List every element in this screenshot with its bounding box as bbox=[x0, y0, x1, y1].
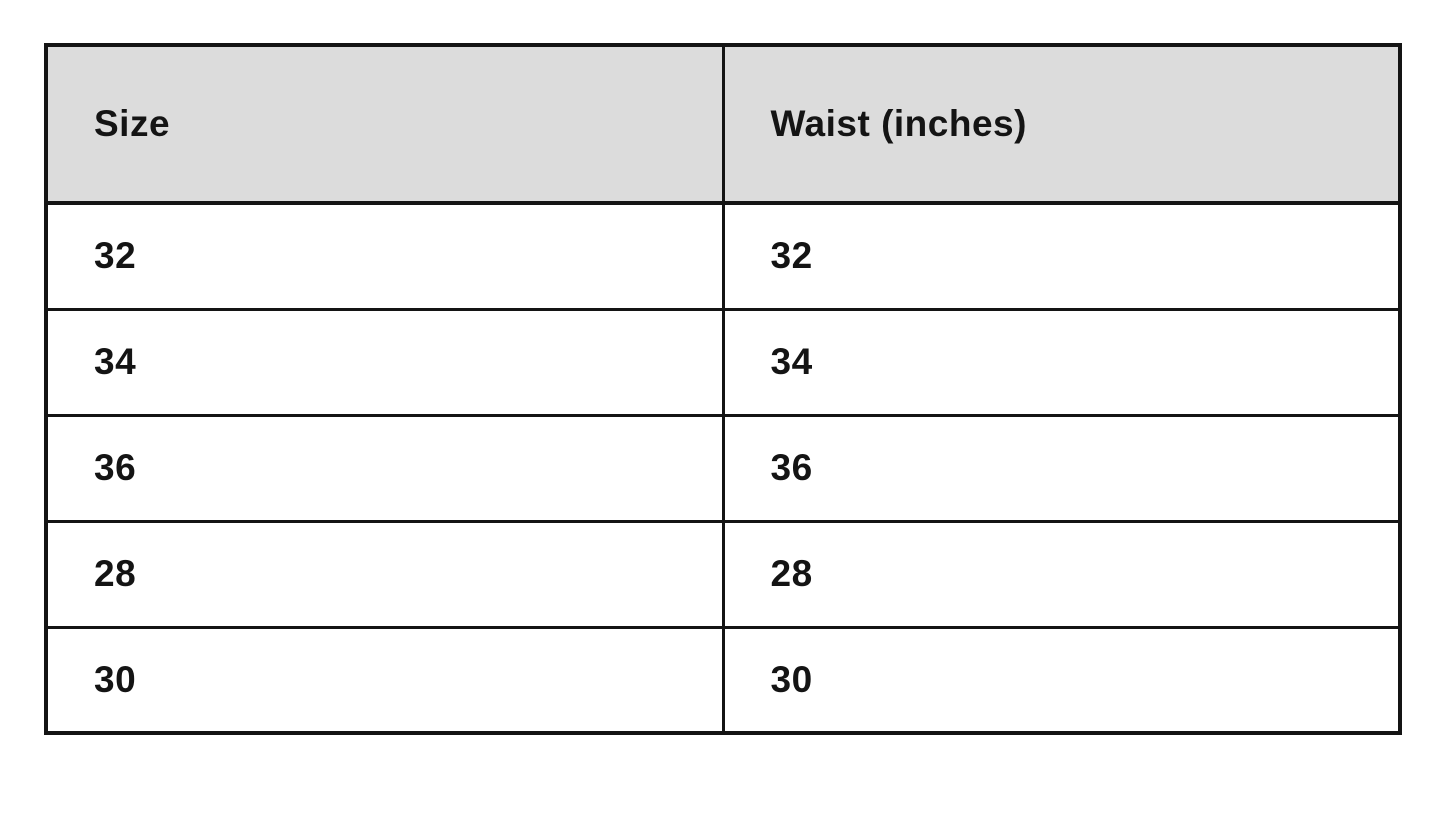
waist-cell: 34 bbox=[721, 307, 1402, 417]
size-cell: 30 bbox=[44, 625, 725, 735]
size-cell: 34 bbox=[44, 307, 725, 417]
table-header: Size Waist (inches) bbox=[44, 43, 1402, 205]
table-row: 30 30 bbox=[44, 625, 1402, 735]
waist-cell: 30 bbox=[721, 625, 1402, 735]
size-cell: 32 bbox=[44, 201, 725, 311]
column-header-size: Size bbox=[44, 43, 725, 205]
table-row: 28 28 bbox=[44, 519, 1402, 629]
size-chart-table: Size Waist (inches) 32 32 34 34 36 36 28… bbox=[44, 43, 1402, 735]
column-header-waist-inches: Waist (inches) bbox=[721, 43, 1402, 205]
table-row: 32 32 bbox=[44, 201, 1402, 311]
size-cell: 28 bbox=[44, 519, 725, 629]
table-row: 36 36 bbox=[44, 413, 1402, 523]
waist-cell: 32 bbox=[721, 201, 1402, 311]
table-body: 32 32 34 34 36 36 28 28 30 30 bbox=[44, 201, 1402, 735]
size-cell: 36 bbox=[44, 413, 725, 523]
table-row: 34 34 bbox=[44, 307, 1402, 417]
waist-cell: 36 bbox=[721, 413, 1402, 523]
waist-cell: 28 bbox=[721, 519, 1402, 629]
header-row: Size Waist (inches) bbox=[44, 43, 1402, 205]
